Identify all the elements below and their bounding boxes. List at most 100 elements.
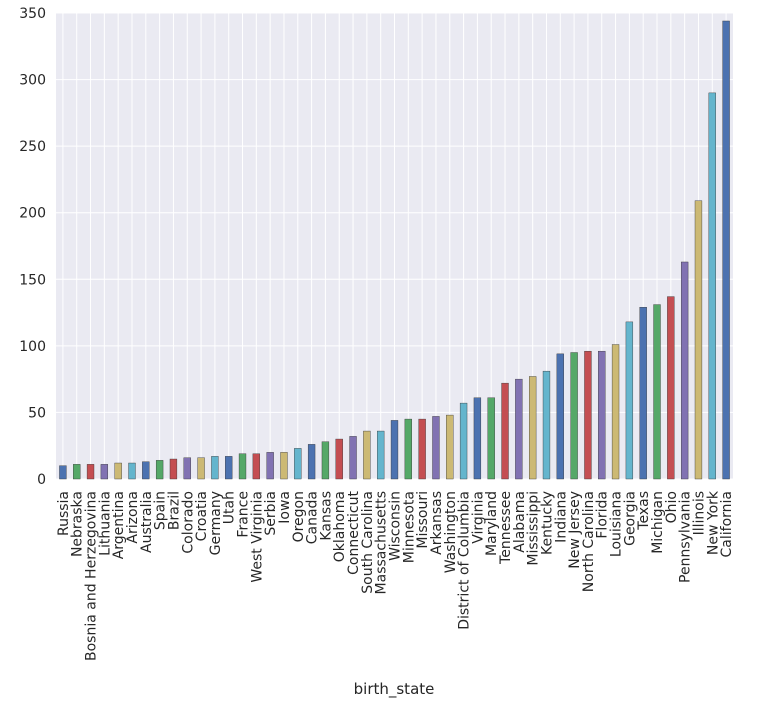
bar — [100, 464, 109, 480]
x-tick-label: Ohio — [664, 491, 680, 523]
bar — [128, 462, 136, 480]
x-tick-label: Arizona — [125, 491, 141, 544]
x-tick-label: Massachusetts — [374, 491, 390, 594]
bar — [501, 382, 509, 480]
x-tick-label: Virginia — [470, 491, 486, 544]
y-tick-label: 300 — [19, 73, 46, 89]
y-tick-label: 150 — [19, 272, 46, 288]
x-tick-label: South Carolina — [360, 491, 376, 594]
bar — [639, 307, 647, 480]
bar — [459, 402, 468, 480]
x-tick-label: Germany — [208, 491, 224, 555]
bar — [86, 464, 95, 480]
y-tick-label: 0 — [37, 472, 46, 488]
bar — [155, 460, 164, 480]
x-tick-label: Georgia — [622, 491, 638, 546]
bar — [598, 350, 606, 480]
x-tick-label: New York — [705, 490, 721, 555]
x-tick-label: Croatia — [194, 491, 210, 541]
x-tick-label: Michigan — [650, 491, 666, 554]
bar — [377, 430, 385, 480]
y-tick-label: 100 — [19, 339, 46, 355]
bar — [446, 414, 454, 480]
bar — [307, 444, 316, 480]
x-tick-label: Bosnia and Herzegovina — [84, 491, 100, 661]
x-tick-label: Indiana — [553, 491, 569, 543]
y-tick-label: 200 — [19, 206, 46, 222]
x-tick-label: Spain — [153, 491, 169, 530]
x-tick-label: Argentina — [111, 491, 127, 559]
bar — [73, 464, 81, 480]
bar — [390, 420, 399, 480]
bar — [570, 352, 578, 480]
x-tick-label: Tennessee — [498, 491, 514, 565]
bar — [542, 370, 551, 480]
x-tick-label: Connecticut — [346, 490, 362, 574]
bar — [225, 456, 233, 480]
bar — [252, 453, 260, 480]
bar — [694, 200, 703, 480]
bar — [653, 304, 661, 480]
bar — [280, 452, 288, 480]
x-tick-label: Washington — [443, 491, 459, 573]
x-tick-label: Kansas — [318, 491, 334, 541]
bar — [625, 321, 634, 480]
bar — [169, 458, 178, 480]
bar — [114, 462, 122, 480]
bar — [667, 296, 675, 480]
bar — [529, 376, 537, 480]
x-tick-label: Australia — [139, 491, 155, 553]
bar — [556, 353, 564, 480]
bar — [584, 350, 592, 480]
x-tick-label: West Virginia — [249, 491, 265, 583]
y-tick-label: 350 — [19, 6, 46, 22]
bars — [59, 20, 730, 480]
bar — [142, 461, 150, 480]
x-tick-label: Iowa — [277, 491, 293, 524]
x-tick-label: Mississippi — [526, 491, 542, 566]
x-tick-label: Lithuania — [97, 491, 113, 556]
x-tick-label: Texas — [636, 491, 652, 531]
x-tick-label: Arkansas — [429, 491, 445, 555]
x-tick-label: Maryland — [484, 491, 500, 556]
x-tick-label: Alabama — [512, 491, 528, 553]
x-tick-label: Pennsylvania — [678, 491, 694, 583]
bar — [183, 457, 191, 480]
bar — [363, 430, 371, 480]
x-tick-label: New Jersey — [567, 491, 583, 569]
x-tick-label: Minnesota — [401, 491, 417, 563]
y-tick-label: 50 — [28, 405, 46, 421]
y-tick-label: 250 — [19, 139, 46, 155]
x-tick-label: Colorado — [180, 491, 196, 554]
x-tick-label: Serbia — [263, 491, 279, 536]
x-tick-label: Oklahoma — [332, 491, 348, 562]
x-tick-label: France — [236, 491, 252, 538]
y-tick-labels: 0 50 100 150 200 250 300 350 — [19, 6, 46, 488]
bar — [197, 457, 205, 480]
bar — [680, 261, 689, 480]
bar — [294, 448, 302, 480]
bar — [335, 438, 343, 480]
bar — [266, 452, 274, 480]
bar — [611, 344, 620, 480]
bar — [59, 465, 67, 480]
bar — [238, 453, 247, 480]
x-tick-label: Oregon — [291, 491, 307, 542]
bar — [708, 92, 716, 480]
x-tick-label: Missouri — [415, 491, 431, 549]
bar — [211, 456, 219, 480]
x-tick-label: Russia — [56, 491, 72, 536]
bar — [515, 378, 523, 480]
x-axis-label: birth_state — [354, 680, 435, 699]
bar — [349, 436, 357, 480]
bar — [432, 416, 440, 480]
x-tick-label: North Carolina — [581, 491, 597, 592]
x-tick-label: Brazil — [166, 491, 182, 530]
x-tick-label: Utah — [222, 491, 238, 524]
x-tick-label: District of Columbia — [457, 491, 473, 630]
x-tick-label: Louisiana — [609, 491, 625, 557]
x-tick-label: California — [719, 491, 735, 557]
bar — [722, 20, 730, 480]
